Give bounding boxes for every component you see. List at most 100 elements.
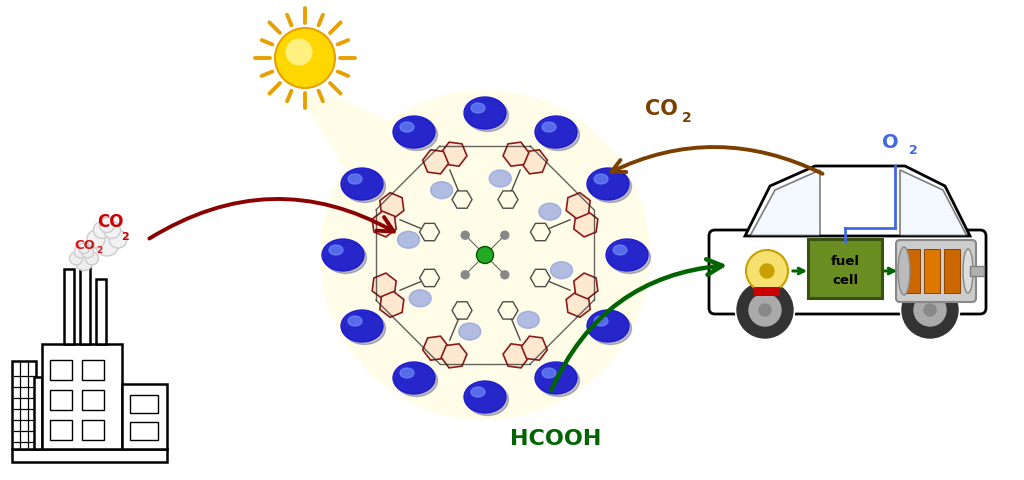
Ellipse shape xyxy=(963,249,973,293)
Ellipse shape xyxy=(400,122,414,132)
Ellipse shape xyxy=(898,247,910,295)
Circle shape xyxy=(501,231,509,239)
Ellipse shape xyxy=(606,239,648,271)
Ellipse shape xyxy=(400,368,414,378)
FancyBboxPatch shape xyxy=(80,254,90,344)
Polygon shape xyxy=(372,273,396,299)
Ellipse shape xyxy=(535,116,577,148)
Ellipse shape xyxy=(587,310,629,342)
Ellipse shape xyxy=(590,170,632,203)
Text: CO: CO xyxy=(97,213,124,231)
Circle shape xyxy=(461,271,469,279)
FancyBboxPatch shape xyxy=(82,390,104,410)
Polygon shape xyxy=(900,170,967,236)
Polygon shape xyxy=(380,291,403,317)
FancyBboxPatch shape xyxy=(970,266,984,276)
Ellipse shape xyxy=(538,119,580,151)
Circle shape xyxy=(286,38,312,65)
FancyBboxPatch shape xyxy=(709,230,986,314)
Text: CO: CO xyxy=(74,239,95,252)
Polygon shape xyxy=(503,142,528,166)
Ellipse shape xyxy=(542,122,556,132)
FancyBboxPatch shape xyxy=(122,384,167,449)
Circle shape xyxy=(82,246,94,258)
Circle shape xyxy=(99,217,115,232)
Ellipse shape xyxy=(341,310,383,342)
Text: 2: 2 xyxy=(909,144,918,157)
Ellipse shape xyxy=(343,312,385,345)
Ellipse shape xyxy=(341,168,383,200)
Circle shape xyxy=(319,90,650,420)
Polygon shape xyxy=(423,150,449,174)
Ellipse shape xyxy=(467,99,509,132)
FancyBboxPatch shape xyxy=(12,449,167,462)
Polygon shape xyxy=(745,166,970,236)
FancyBboxPatch shape xyxy=(42,344,122,449)
Circle shape xyxy=(79,243,89,254)
FancyArrowPatch shape xyxy=(551,259,722,390)
Circle shape xyxy=(85,252,98,265)
Polygon shape xyxy=(566,291,590,317)
Polygon shape xyxy=(503,344,528,368)
FancyBboxPatch shape xyxy=(96,279,106,344)
FancyBboxPatch shape xyxy=(34,377,42,449)
Ellipse shape xyxy=(471,387,485,397)
FancyBboxPatch shape xyxy=(130,422,158,440)
Circle shape xyxy=(476,247,494,264)
FancyBboxPatch shape xyxy=(904,249,920,293)
Circle shape xyxy=(902,282,958,338)
Text: CO: CO xyxy=(645,99,678,119)
Text: fuel: fuel xyxy=(830,255,859,268)
Ellipse shape xyxy=(517,312,540,328)
Ellipse shape xyxy=(535,362,577,394)
Polygon shape xyxy=(423,336,449,360)
Ellipse shape xyxy=(538,364,580,396)
Text: 2: 2 xyxy=(682,111,692,125)
Ellipse shape xyxy=(464,381,506,413)
Polygon shape xyxy=(521,150,547,174)
Ellipse shape xyxy=(459,323,481,340)
Circle shape xyxy=(461,231,469,239)
FancyBboxPatch shape xyxy=(82,420,104,440)
Ellipse shape xyxy=(608,241,650,274)
Circle shape xyxy=(501,271,509,279)
Circle shape xyxy=(914,294,946,326)
Ellipse shape xyxy=(467,384,509,416)
Circle shape xyxy=(749,294,781,326)
Circle shape xyxy=(103,221,121,239)
FancyBboxPatch shape xyxy=(130,395,158,413)
Text: cell: cell xyxy=(831,274,858,287)
FancyArrowPatch shape xyxy=(150,199,394,239)
Ellipse shape xyxy=(587,168,629,200)
Ellipse shape xyxy=(613,245,627,255)
Text: O: O xyxy=(882,133,898,152)
Polygon shape xyxy=(521,336,547,360)
Polygon shape xyxy=(441,142,467,166)
FancyBboxPatch shape xyxy=(754,287,780,296)
FancyBboxPatch shape xyxy=(924,249,940,293)
Ellipse shape xyxy=(431,181,453,199)
Polygon shape xyxy=(573,273,598,299)
Ellipse shape xyxy=(594,316,608,326)
Ellipse shape xyxy=(539,203,561,220)
Text: 2: 2 xyxy=(96,246,102,255)
Circle shape xyxy=(759,304,771,316)
Ellipse shape xyxy=(489,170,511,187)
FancyBboxPatch shape xyxy=(50,390,72,410)
Ellipse shape xyxy=(343,170,385,203)
Circle shape xyxy=(75,246,86,258)
Ellipse shape xyxy=(395,364,437,396)
FancyBboxPatch shape xyxy=(82,360,104,380)
Ellipse shape xyxy=(348,316,362,326)
Circle shape xyxy=(737,282,793,338)
FancyBboxPatch shape xyxy=(896,240,976,302)
Ellipse shape xyxy=(393,362,435,394)
Text: 2: 2 xyxy=(121,232,129,242)
Circle shape xyxy=(924,304,936,316)
Ellipse shape xyxy=(395,119,437,151)
Ellipse shape xyxy=(322,239,364,271)
FancyBboxPatch shape xyxy=(944,249,961,293)
FancyBboxPatch shape xyxy=(50,360,72,380)
Circle shape xyxy=(87,230,105,248)
FancyBboxPatch shape xyxy=(12,361,36,449)
